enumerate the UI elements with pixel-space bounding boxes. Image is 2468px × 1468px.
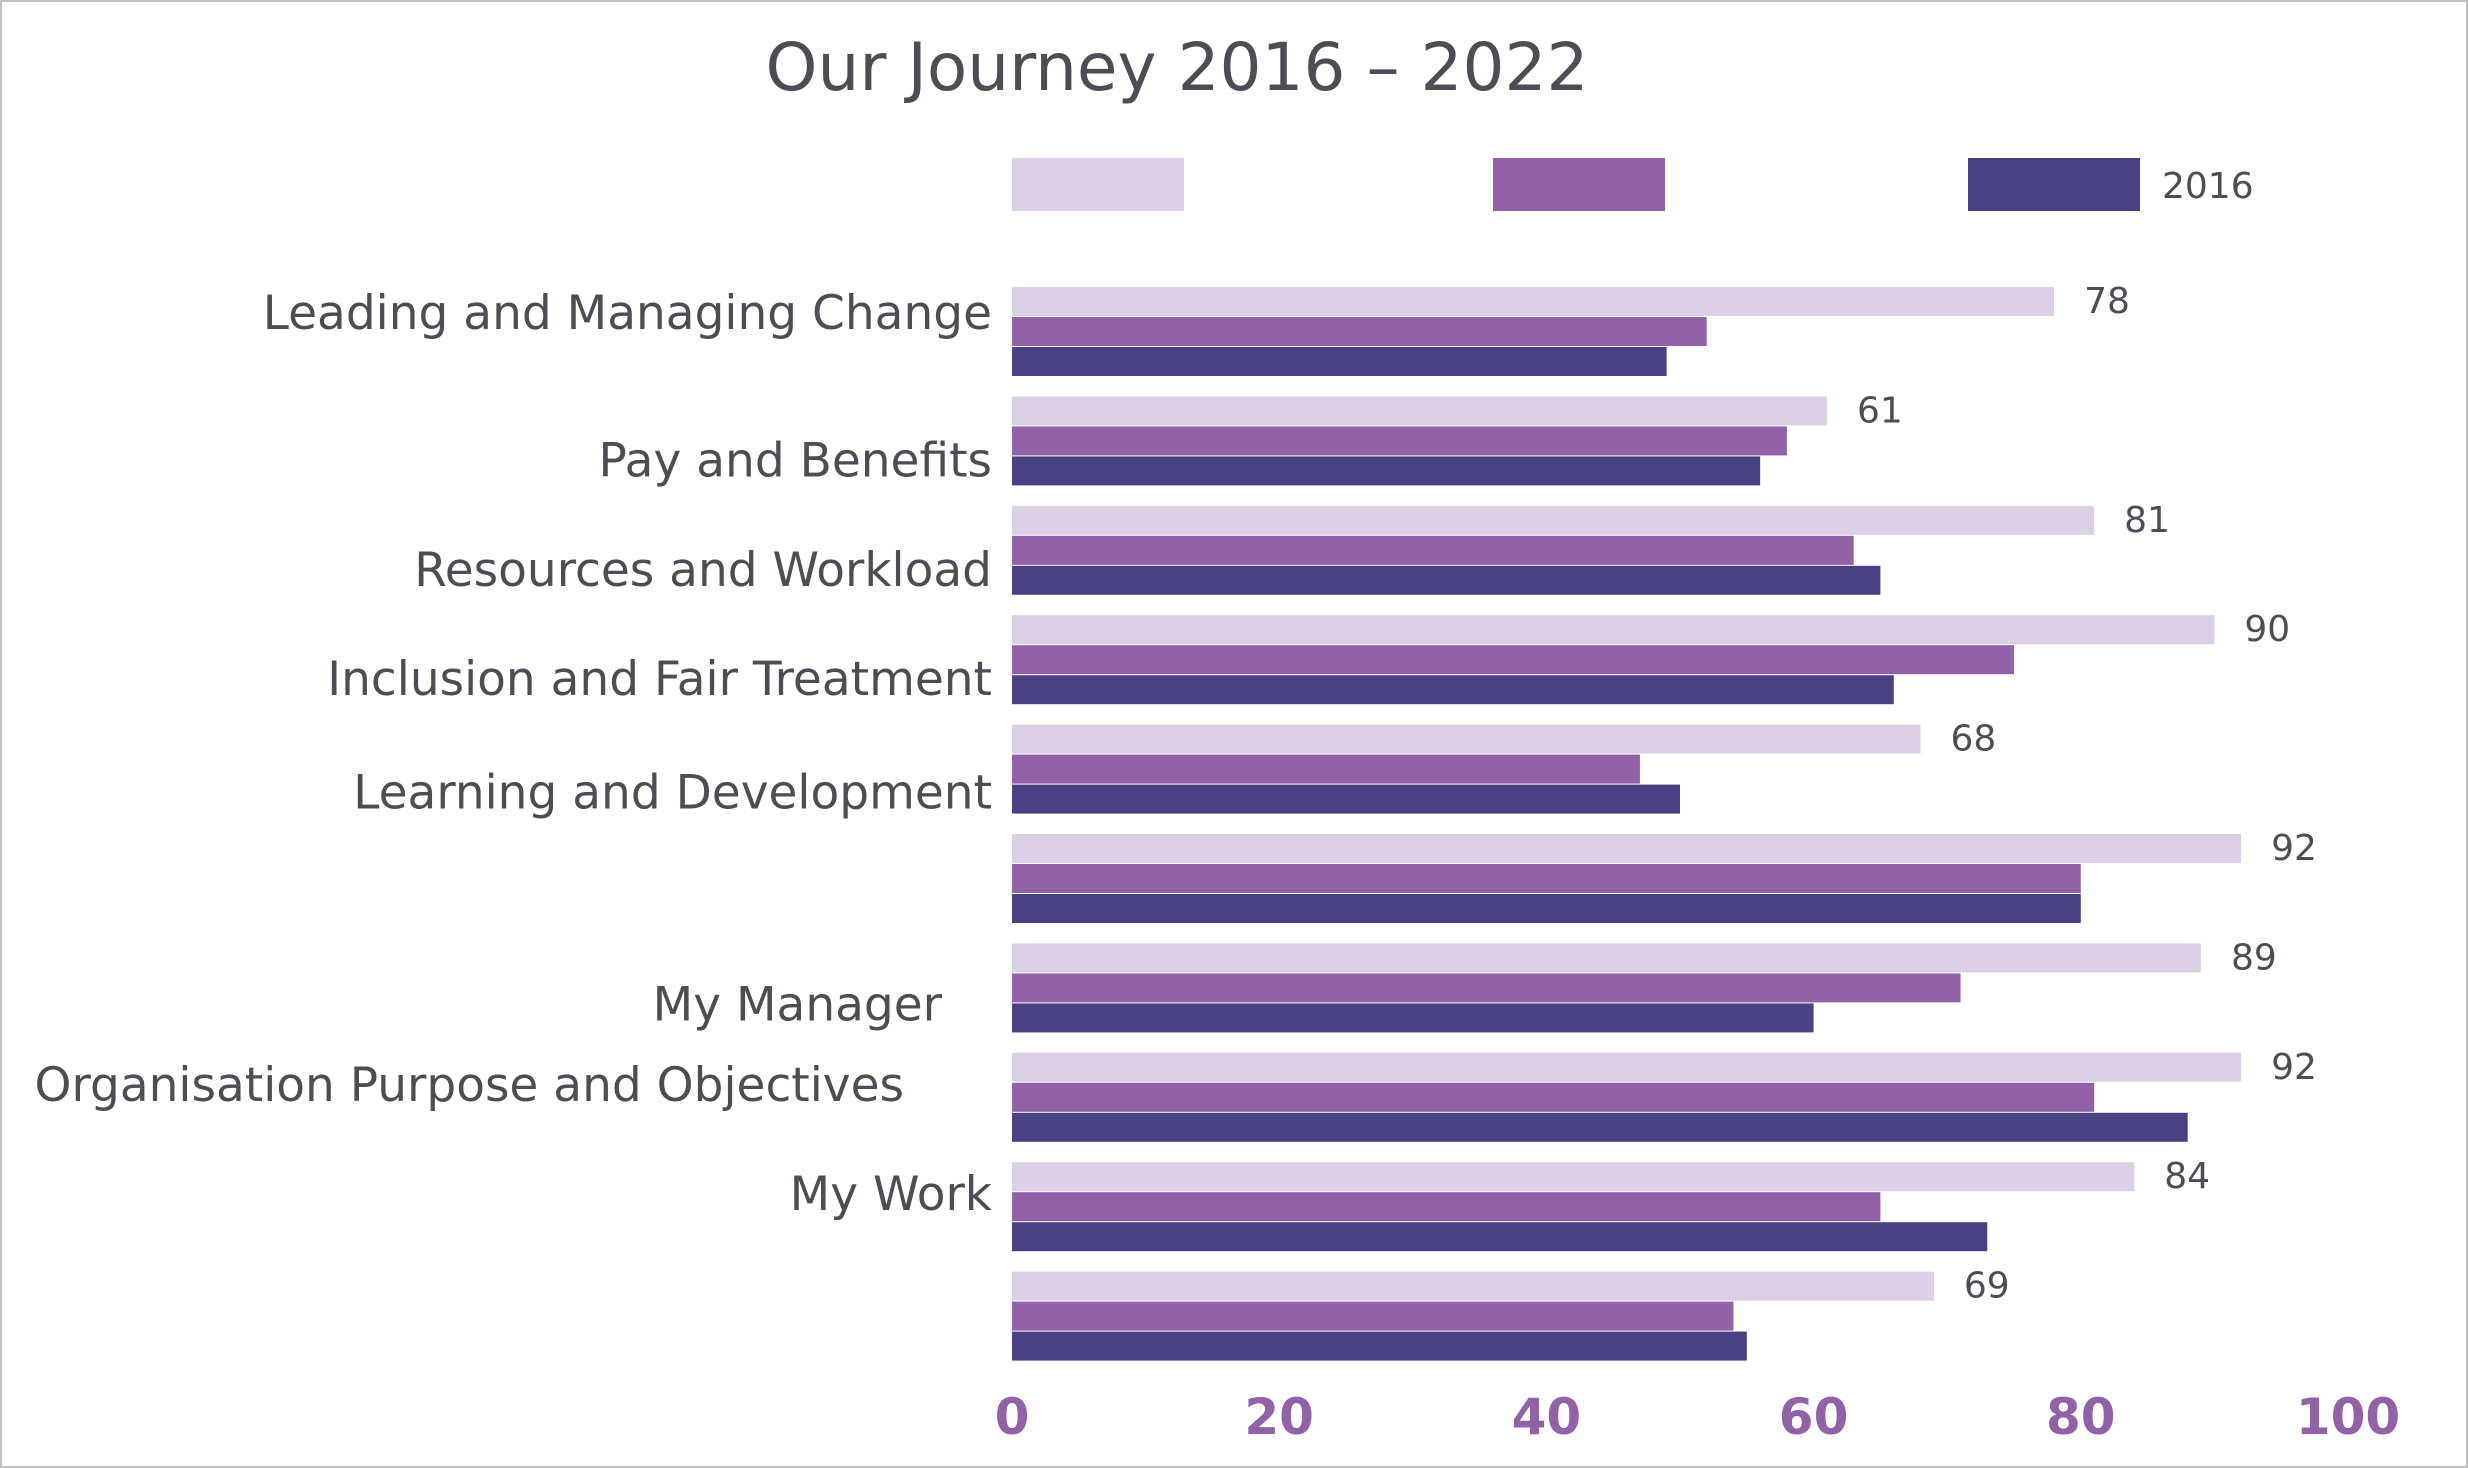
- x-tick-label-60: 60: [1779, 1388, 1849, 1446]
- legend-swatch-1: [1012, 158, 1184, 211]
- bar-2-series-3: [1012, 456, 1761, 486]
- category-label-pay-and-benefits: Pay and Benefits: [598, 433, 992, 488]
- bar-5-series-2: [1012, 754, 1640, 784]
- bar-9-series-2: [1012, 1192, 1881, 1222]
- x-tick-label-100: 100: [2296, 1388, 2400, 1446]
- bar-10-series-3: [1012, 1331, 1747, 1361]
- value-label-5: 68: [1950, 719, 1996, 760]
- legend: 2016: [1012, 158, 2254, 211]
- x-tick-label-80: 80: [2046, 1388, 2116, 1446]
- bar-8-series-3: [1012, 1112, 2188, 1142]
- legend-swatch-2: [1493, 158, 1665, 211]
- category-label-leading-and-managing-change: Leading and Managing Change: [263, 286, 992, 341]
- value-label-9: 84: [2164, 1156, 2210, 1197]
- x-tick-label-20: 20: [1244, 1388, 1314, 1446]
- category-label-resources-and-workload: Resources and Workload: [414, 543, 992, 598]
- bars: [1012, 287, 2242, 1361]
- x-tick-label-40: 40: [1512, 1388, 1582, 1446]
- value-labels: 78 61 81 90 68 92 89 92 84 69: [1857, 281, 2317, 1307]
- bar-8-series-1: [1012, 1052, 2242, 1082]
- bar-7-series-3: [1012, 1003, 1814, 1033]
- x-axis-ticks: 0 20 40 60 80 100: [995, 1388, 2401, 1446]
- value-label-7: 89: [2231, 937, 2277, 978]
- bar-4-series-3: [1012, 675, 1894, 705]
- bar-6-series-2: [1012, 864, 2081, 893]
- value-label-3: 81: [2124, 500, 2170, 541]
- bar-9-series-3: [1012, 1222, 1988, 1252]
- value-label-1: 78: [2084, 281, 2130, 322]
- bar-10-series-1: [1012, 1271, 1934, 1301]
- value-label-8: 92: [2271, 1047, 2317, 1088]
- bar-2-series-1: [1012, 396, 1827, 426]
- bar-3-series-3: [1012, 565, 1881, 595]
- bar-5-series-1: [1012, 724, 1921, 754]
- x-tick-label-0: 0: [995, 1388, 1030, 1446]
- bar-4-series-2: [1012, 645, 2014, 675]
- bar-4-series-1: [1012, 615, 2215, 645]
- bar-2-series-2: [1012, 426, 1787, 456]
- value-label-2: 61: [1857, 390, 1903, 431]
- bar-9-series-1: [1012, 1162, 2135, 1192]
- category-label-my-manager: My Manager: [653, 977, 943, 1032]
- bar-3-series-2: [1012, 535, 1854, 565]
- chart-title: Our Journey 2016 – 2022: [766, 29, 1589, 106]
- bar-1-series-2: [1012, 317, 1707, 346]
- bar-1-series-1: [1012, 287, 2055, 316]
- bar-6-series-1: [1012, 834, 2242, 863]
- category-label-inclusion-and-fair-treatment: Inclusion and Fair Treatment: [327, 652, 992, 707]
- value-label-4: 90: [2244, 609, 2290, 650]
- bar-3-series-1: [1012, 505, 2095, 535]
- bar-1-series-3: [1012, 347, 1667, 376]
- bar-7-series-2: [1012, 973, 1961, 1003]
- category-label-my-work: My Work: [790, 1167, 993, 1222]
- legend-swatch-3: [1968, 158, 2140, 211]
- category-label-organisation-purpose-and-objectives: Organisation Purpose and Objectives: [35, 1058, 905, 1113]
- bar-7-series-1: [1012, 943, 2202, 973]
- value-label-10: 69: [1964, 1266, 2010, 1307]
- bar-6-series-3: [1012, 894, 2081, 923]
- value-label-6: 92: [2271, 828, 2317, 869]
- category-label-learning-and-development: Learning and Development: [353, 766, 992, 821]
- legend-label-3: 2016: [2162, 166, 2254, 207]
- bar-5-series-3: [1012, 784, 1680, 814]
- bar-10-series-2: [1012, 1301, 1734, 1331]
- bar-8-series-2: [1012, 1082, 2095, 1112]
- category-labels: Leading and Managing Change Pay and Benef…: [35, 286, 993, 1222]
